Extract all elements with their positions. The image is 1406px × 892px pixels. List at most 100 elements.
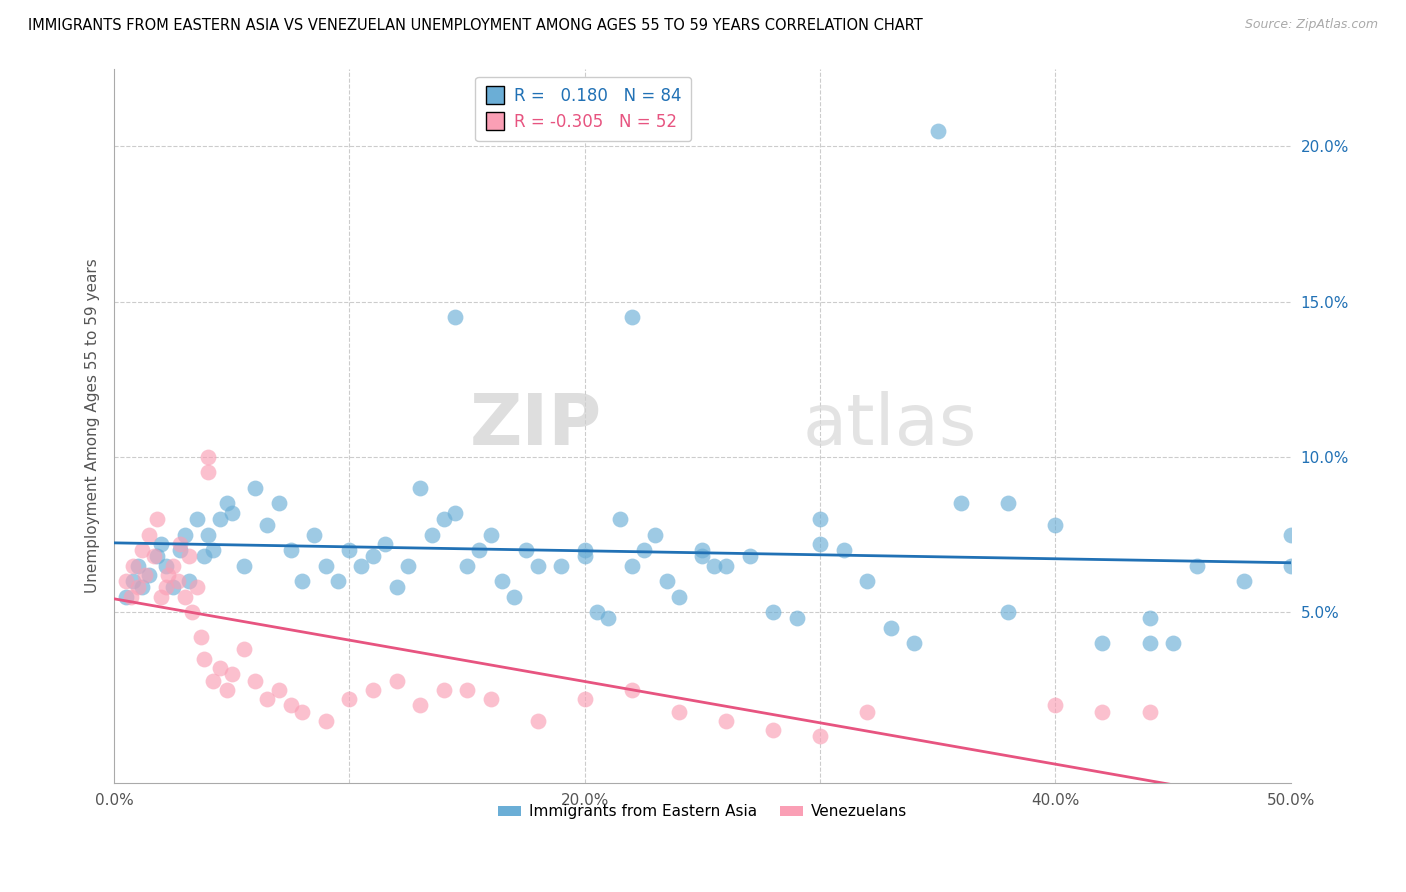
Text: ZIP: ZIP: [470, 392, 602, 460]
Point: [762, 605, 785, 619]
Point: [479, 692, 502, 706]
Point: [903, 636, 925, 650]
Point: [880, 621, 903, 635]
Point: [193, 549, 215, 564]
Text: IMMIGRANTS FROM EASTERN ASIA VS VENEZUELAN UNEMPLOYMENT AMONG AGES 55 TO 59 YEAR: IMMIGRANTS FROM EASTERN ASIA VS VENEZUEL…: [28, 18, 922, 33]
Point: [115, 590, 138, 604]
Point: [162, 558, 184, 573]
Point: [762, 723, 785, 738]
Point: [668, 705, 690, 719]
Point: [997, 605, 1019, 619]
Point: [197, 466, 219, 480]
Point: [420, 527, 443, 541]
Point: [197, 450, 219, 464]
Point: [155, 580, 177, 594]
Point: [145, 512, 167, 526]
Point: [138, 568, 160, 582]
Point: [138, 527, 160, 541]
Point: [169, 543, 191, 558]
Point: [245, 673, 267, 688]
Point: [1139, 636, 1161, 650]
Point: [1185, 558, 1208, 573]
Point: [217, 496, 239, 510]
Point: [197, 527, 219, 541]
Point: [692, 543, 714, 558]
Point: [515, 543, 537, 558]
Point: [703, 558, 725, 573]
Point: [157, 568, 180, 582]
Point: [267, 496, 290, 510]
Point: [193, 652, 215, 666]
Point: [127, 580, 149, 594]
Point: [385, 673, 408, 688]
Point: [456, 682, 478, 697]
Point: [620, 310, 643, 324]
Point: [1139, 611, 1161, 625]
Point: [692, 549, 714, 564]
Point: [433, 682, 456, 697]
Point: [145, 549, 167, 564]
Point: [326, 574, 349, 588]
Text: Source: ZipAtlas.com: Source: ZipAtlas.com: [1244, 18, 1378, 31]
Point: [256, 692, 278, 706]
Point: [186, 580, 208, 594]
Point: [134, 568, 156, 582]
Point: [221, 667, 243, 681]
Point: [209, 512, 232, 526]
Point: [150, 537, 173, 551]
Point: [179, 574, 201, 588]
Point: [856, 574, 879, 588]
Point: [267, 682, 290, 697]
Point: [714, 558, 737, 573]
Point: [339, 543, 361, 558]
Point: [468, 543, 491, 558]
Point: [503, 590, 526, 604]
Point: [166, 574, 188, 588]
Point: [997, 496, 1019, 510]
Point: [714, 714, 737, 728]
Point: [1161, 636, 1184, 650]
Point: [232, 558, 254, 573]
Point: [1091, 636, 1114, 650]
Point: [491, 574, 513, 588]
Point: [444, 506, 467, 520]
Point: [633, 543, 655, 558]
Point: [361, 549, 384, 564]
Point: [950, 496, 973, 510]
Point: [526, 714, 548, 728]
Point: [179, 549, 201, 564]
Point: [526, 558, 548, 573]
Point: [574, 692, 596, 706]
Point: [202, 543, 225, 558]
Point: [444, 310, 467, 324]
Point: [409, 698, 432, 713]
Point: [550, 558, 572, 573]
Point: [385, 580, 408, 594]
Point: [155, 558, 177, 573]
Point: [1233, 574, 1256, 588]
Point: [131, 580, 153, 594]
Point: [115, 574, 138, 588]
Point: [291, 574, 314, 588]
Point: [620, 558, 643, 573]
Point: [190, 630, 212, 644]
Point: [173, 527, 195, 541]
Point: [350, 558, 373, 573]
Legend: Immigrants from Eastern Asia, Venezuelans: Immigrants from Eastern Asia, Venezuelan…: [492, 798, 912, 825]
Point: [808, 730, 831, 744]
Point: [374, 537, 396, 551]
Point: [479, 527, 502, 541]
Point: [574, 549, 596, 564]
Point: [245, 481, 267, 495]
Point: [122, 558, 145, 573]
Point: [315, 558, 337, 573]
Point: [1045, 698, 1067, 713]
Point: [150, 590, 173, 604]
Point: [315, 714, 337, 728]
Point: [122, 574, 145, 588]
Point: [1279, 527, 1302, 541]
Point: [657, 574, 679, 588]
Point: [832, 543, 855, 558]
Point: [1091, 705, 1114, 719]
Point: [644, 527, 666, 541]
